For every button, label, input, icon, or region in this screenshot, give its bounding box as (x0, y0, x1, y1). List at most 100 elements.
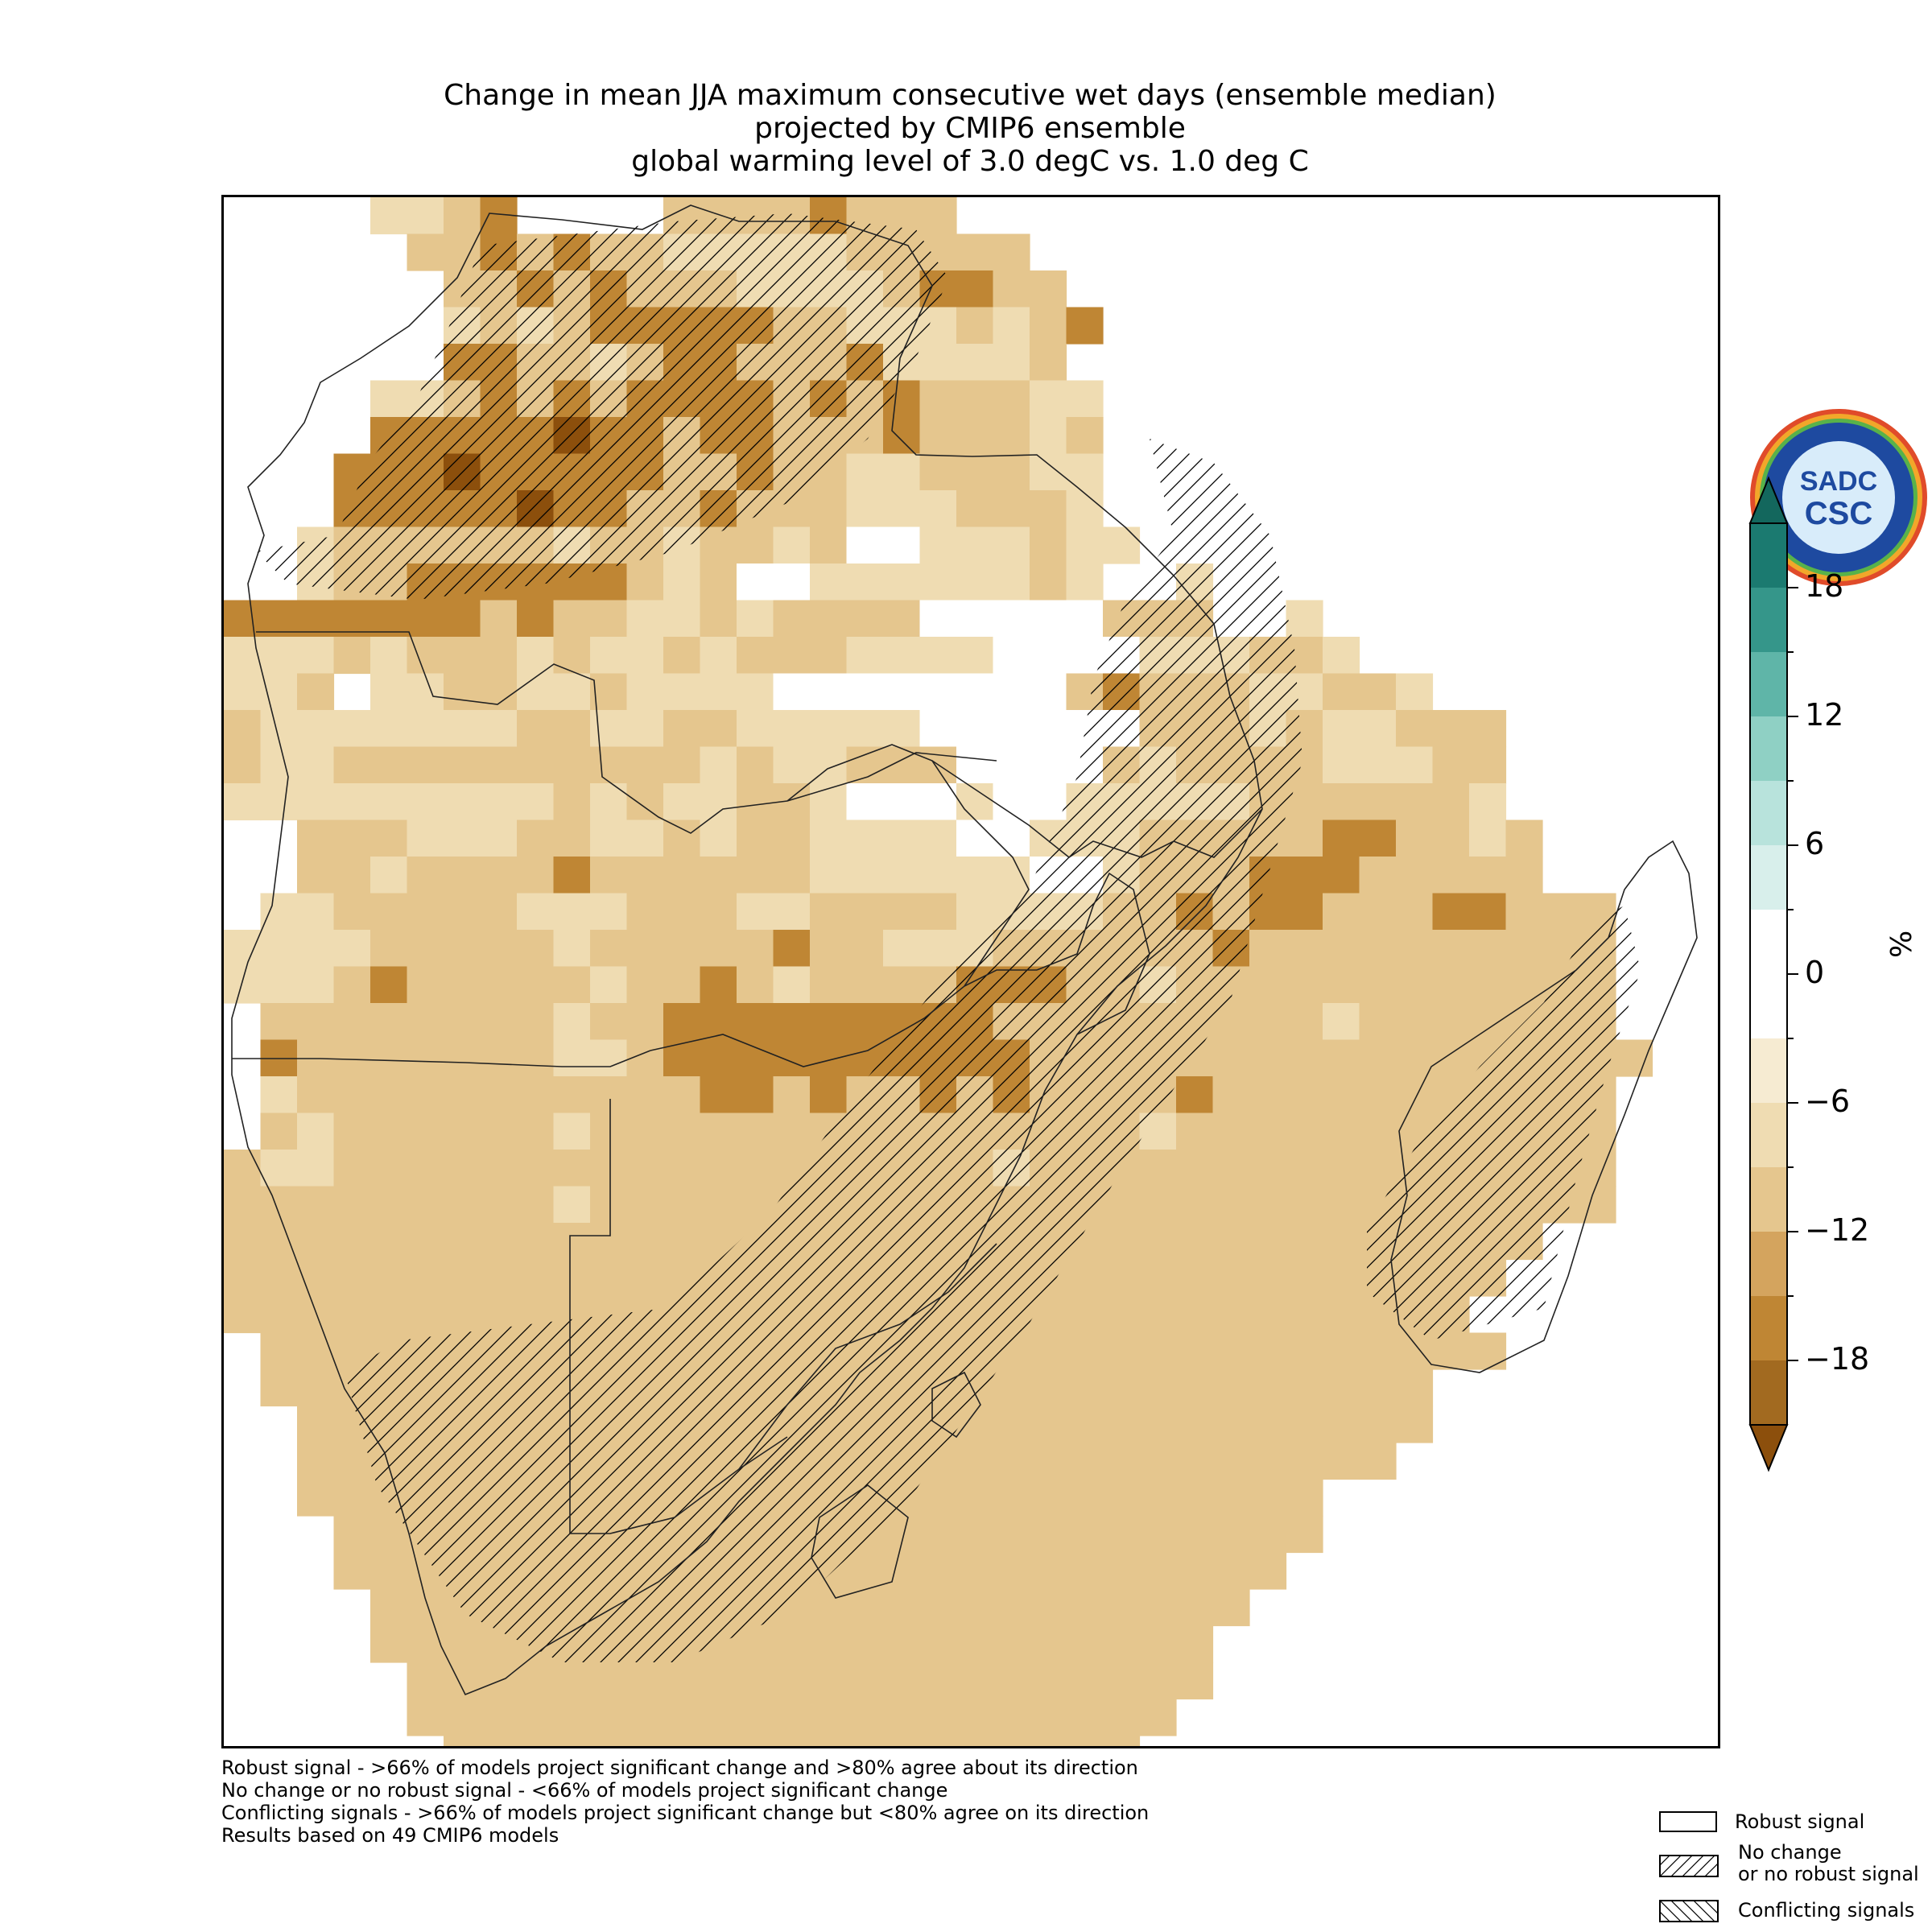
grid-cell (444, 746, 481, 784)
grid-cell (1323, 1039, 1360, 1077)
grid-cell (700, 819, 737, 857)
grid-cell (993, 1443, 1030, 1480)
grid-cell (919, 637, 957, 675)
grid-cell (553, 930, 591, 968)
grid-cell (956, 857, 994, 894)
grid-cell (297, 857, 335, 894)
grid-cell (956, 673, 994, 711)
grid-cell (883, 857, 921, 894)
grid-cell (297, 710, 335, 748)
grid-cell (1286, 1443, 1323, 1480)
grid-cell (480, 1113, 518, 1150)
grid-cell (517, 1259, 555, 1297)
grid-cell (297, 1223, 335, 1261)
grid-cell (1066, 1479, 1104, 1517)
grid-cell (1030, 1332, 1067, 1370)
grid-cell (737, 966, 774, 1004)
grid-cell (1249, 1443, 1287, 1480)
grid-cell (407, 1039, 444, 1077)
grid-cell (444, 1113, 481, 1150)
grid-cell (700, 1699, 737, 1736)
grid-cell (1323, 1259, 1360, 1297)
grid-cell (407, 930, 444, 968)
grid-cell (590, 1003, 628, 1041)
grid-cell (444, 1699, 481, 1736)
grid-cell (333, 637, 371, 675)
grid-cell (1030, 1443, 1067, 1480)
grid-cell (1212, 1186, 1250, 1224)
grid-cell (919, 673, 957, 711)
grid-cell (370, 930, 408, 968)
grid-cell (444, 966, 481, 1004)
grid-cell (737, 1003, 774, 1041)
grid-cell (993, 1589, 1030, 1627)
grid-cell (370, 1076, 408, 1114)
grid-cell (333, 1076, 371, 1114)
grid-cell (993, 1369, 1030, 1407)
grid-cell (700, 1113, 737, 1150)
grid-cell (1249, 1406, 1287, 1443)
grid-cell (407, 1699, 444, 1736)
grid-cell (1469, 746, 1507, 784)
logo-monogram-bottom: CSC (1805, 496, 1872, 531)
colorbar-tick-label: 6 (1805, 826, 1825, 861)
grid-cell (1030, 417, 1067, 455)
grid-cell (737, 564, 774, 601)
grid-cell (1359, 1113, 1397, 1150)
grid-cell (1396, 1406, 1434, 1443)
grid-cell (1139, 1516, 1177, 1554)
grid-cell (1359, 1039, 1397, 1077)
grid-cell (1103, 1699, 1141, 1736)
grid-cell (297, 637, 335, 675)
grid-cell (773, 673, 811, 711)
grid-cell (846, 490, 884, 528)
grid-cell (480, 966, 518, 1004)
grid-cell (224, 1259, 262, 1297)
grid-cell (993, 783, 1030, 821)
grid-cell (1359, 857, 1397, 894)
grid-cell (1139, 1699, 1177, 1736)
legend-swatch-robust (1659, 1811, 1717, 1832)
grid-cell (700, 966, 737, 1004)
colorbar (1748, 476, 1798, 1472)
colorbar-levels (1748, 476, 1789, 1472)
grid-cell (773, 1736, 811, 1746)
grid-cell (407, 1259, 444, 1297)
grid-cell (626, 637, 664, 675)
grid-cell (1359, 783, 1397, 821)
grid-cell (407, 1223, 444, 1261)
grid-cell (1139, 1259, 1177, 1297)
grid-cell (883, 637, 921, 675)
colorbar-unit-label: % (1885, 930, 1918, 958)
grid-cell (407, 783, 444, 821)
grid-cell (773, 637, 811, 675)
grid-cell (956, 819, 994, 857)
grid-cell (590, 1223, 628, 1261)
grid-cell (1139, 1662, 1177, 1700)
grid-cell (1432, 746, 1470, 784)
grid-cell (1066, 1369, 1104, 1407)
legend-item-robust: Robust signal (1659, 1811, 1864, 1833)
grid-cell (1030, 270, 1067, 308)
grid-cell (1469, 930, 1507, 968)
grid-cell (956, 1736, 994, 1746)
grid-cell (1103, 1479, 1141, 1517)
grid-cell (1396, 746, 1434, 784)
grid-cell (737, 1699, 774, 1736)
colorbar-extend-min (1748, 1424, 1789, 1472)
grid-cell (590, 1662, 628, 1700)
grid-cell (993, 270, 1030, 308)
grid-cell (553, 857, 591, 894)
grid-cell (626, 1259, 664, 1297)
grid-cell (1066, 453, 1104, 491)
grid-cell (333, 1552, 371, 1590)
grid-cell (846, 673, 884, 711)
grid-cell (370, 637, 408, 675)
grid-cell (846, 564, 884, 601)
map-panel: Robust signal No change or no robust sig… (221, 195, 1927, 1922)
footnote-robust: Robust signal - >66% of models project s… (221, 1757, 1138, 1779)
grid-cell (1066, 1552, 1104, 1590)
grid-cell (553, 1223, 591, 1261)
grid-cell (1212, 1076, 1250, 1114)
grid-cell (1030, 1625, 1067, 1663)
